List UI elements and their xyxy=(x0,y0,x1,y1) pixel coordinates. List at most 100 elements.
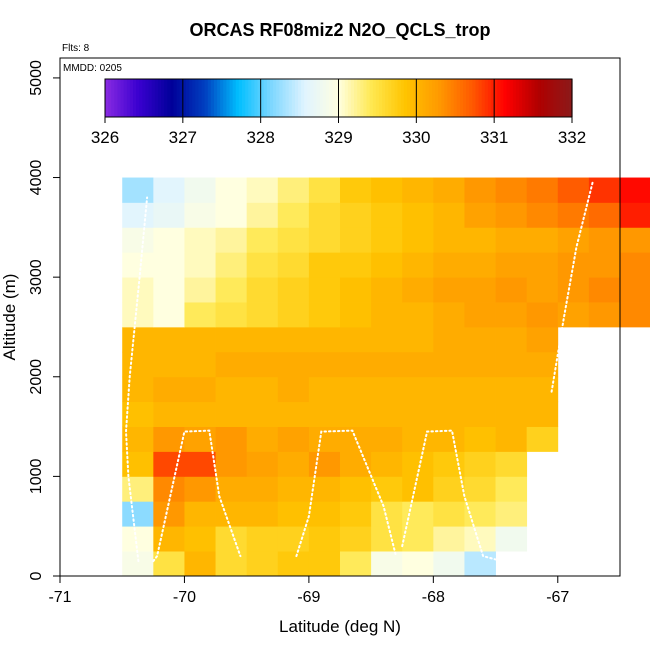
heatmap-cell xyxy=(122,302,154,328)
heatmap-cell xyxy=(402,227,434,253)
colorbar-swatch xyxy=(279,79,284,117)
heatmap-cell xyxy=(526,227,559,253)
heatmap-cell xyxy=(215,252,248,278)
colorbar-swatch xyxy=(313,79,318,117)
colorbar-swatch xyxy=(301,79,305,117)
heatmap-cell xyxy=(246,326,279,353)
flight-track xyxy=(124,181,594,563)
heatmap-cell xyxy=(402,401,434,427)
heatmap-cell xyxy=(557,177,590,203)
colorbar-swatch xyxy=(291,79,296,117)
heatmap-cell xyxy=(402,202,434,228)
colorbar-swatch xyxy=(453,79,458,117)
colorbar-swatch xyxy=(360,79,365,117)
heatmap-cell xyxy=(308,277,341,303)
heatmap-cell xyxy=(557,277,590,303)
heatmap-cell xyxy=(246,252,279,278)
colorbar-tick-label: 328 xyxy=(246,128,274,147)
colorbar-swatch xyxy=(553,79,558,117)
colorbar-swatch xyxy=(294,79,299,117)
heatmap-cell xyxy=(122,227,154,253)
colorbar: 326 327 328 329 330 331 332 xyxy=(91,78,586,147)
colorbar-swatch xyxy=(366,79,371,117)
colorbar-swatch xyxy=(217,79,221,117)
y-tick-label: 3000 xyxy=(28,259,45,295)
heatmap-cell xyxy=(184,252,216,278)
heatmap-cell xyxy=(184,351,216,378)
colorbar-swatch xyxy=(503,79,508,117)
colorbar-swatch xyxy=(114,79,119,117)
heatmap-cell xyxy=(246,177,279,203)
colorbar-swatch xyxy=(394,79,399,117)
heatmap-cell xyxy=(620,227,650,253)
heatmap-cell xyxy=(340,326,372,353)
heatmap-cell xyxy=(620,277,650,303)
heatmap-cell xyxy=(215,501,248,527)
heatmap-cell xyxy=(308,526,341,552)
heatmap-cell xyxy=(184,401,216,427)
colorbar-swatch xyxy=(276,79,280,117)
colorbar-swatch xyxy=(117,79,122,117)
colorbar-swatch xyxy=(406,79,411,117)
colorbar-swatch xyxy=(270,79,274,117)
heatmap-cell xyxy=(433,177,465,203)
heatmap-cell xyxy=(464,376,496,403)
heatmap-cell xyxy=(184,277,216,303)
heatmap-cell xyxy=(246,551,279,577)
colorbar-swatch xyxy=(263,79,268,117)
y-tick-label: 2000 xyxy=(28,359,45,395)
colorbar-tick-label: 332 xyxy=(558,128,586,147)
colorbar-swatch xyxy=(298,79,302,117)
heatmap-cell xyxy=(277,326,310,353)
heatmap-cell xyxy=(402,451,434,477)
heatmap-cell xyxy=(495,302,528,328)
colorbar-swatch xyxy=(335,79,340,117)
heatmap-cell xyxy=(433,326,465,353)
heatmap-cell xyxy=(153,401,185,427)
colorbar-swatch xyxy=(382,79,386,117)
colorbar-swatch xyxy=(400,79,405,117)
heatmap-cell xyxy=(371,277,403,303)
heatmap-cell xyxy=(215,202,248,228)
colorbar-swatch xyxy=(182,79,187,117)
colorbar-swatch xyxy=(537,79,542,117)
heatmap-cell xyxy=(308,351,341,378)
heatmap-cell xyxy=(402,426,434,452)
heatmap-cell xyxy=(215,351,248,378)
heatmap-cell xyxy=(433,302,465,328)
heatmap-cell xyxy=(464,277,496,303)
heatmap-cell xyxy=(308,551,341,577)
heatmap-cell xyxy=(308,326,341,353)
colorbar-swatch xyxy=(522,79,526,117)
heatmap-cell xyxy=(122,177,154,203)
heatmap-cell xyxy=(588,202,621,228)
heatmap-cell xyxy=(464,252,496,278)
heatmap-cell xyxy=(464,351,496,378)
heatmap-cell xyxy=(495,252,528,278)
heatmap-cell xyxy=(371,551,403,577)
colorbar-swatch xyxy=(213,79,218,117)
colorbar-swatch xyxy=(540,79,545,117)
heatmap-cell xyxy=(184,476,216,502)
heatmap-cell xyxy=(433,277,465,303)
heatmap-cell xyxy=(122,526,154,552)
colorbar-swatch xyxy=(435,79,439,117)
heatmap-cell xyxy=(433,376,465,403)
heatmap-cell xyxy=(464,451,496,477)
colorbar-swatch xyxy=(562,79,567,117)
colorbar-swatch xyxy=(413,79,417,117)
colorbar-swatch xyxy=(189,79,193,117)
colorbar-swatch xyxy=(466,79,470,117)
colorbar-swatch xyxy=(198,79,203,117)
heatmap-cell xyxy=(184,302,216,328)
colorbar-swatch xyxy=(338,79,343,117)
colorbar-swatch xyxy=(257,79,262,117)
colorbar-swatch xyxy=(444,79,449,117)
colorbar-swatch xyxy=(456,79,461,117)
heatmap-cell xyxy=(308,177,341,203)
colorbar-swatch xyxy=(322,79,327,117)
heatmap-cell xyxy=(122,501,154,527)
heatmap-cell xyxy=(402,277,434,303)
colorbar-swatch xyxy=(354,79,358,117)
colorbar-swatch xyxy=(515,79,520,117)
